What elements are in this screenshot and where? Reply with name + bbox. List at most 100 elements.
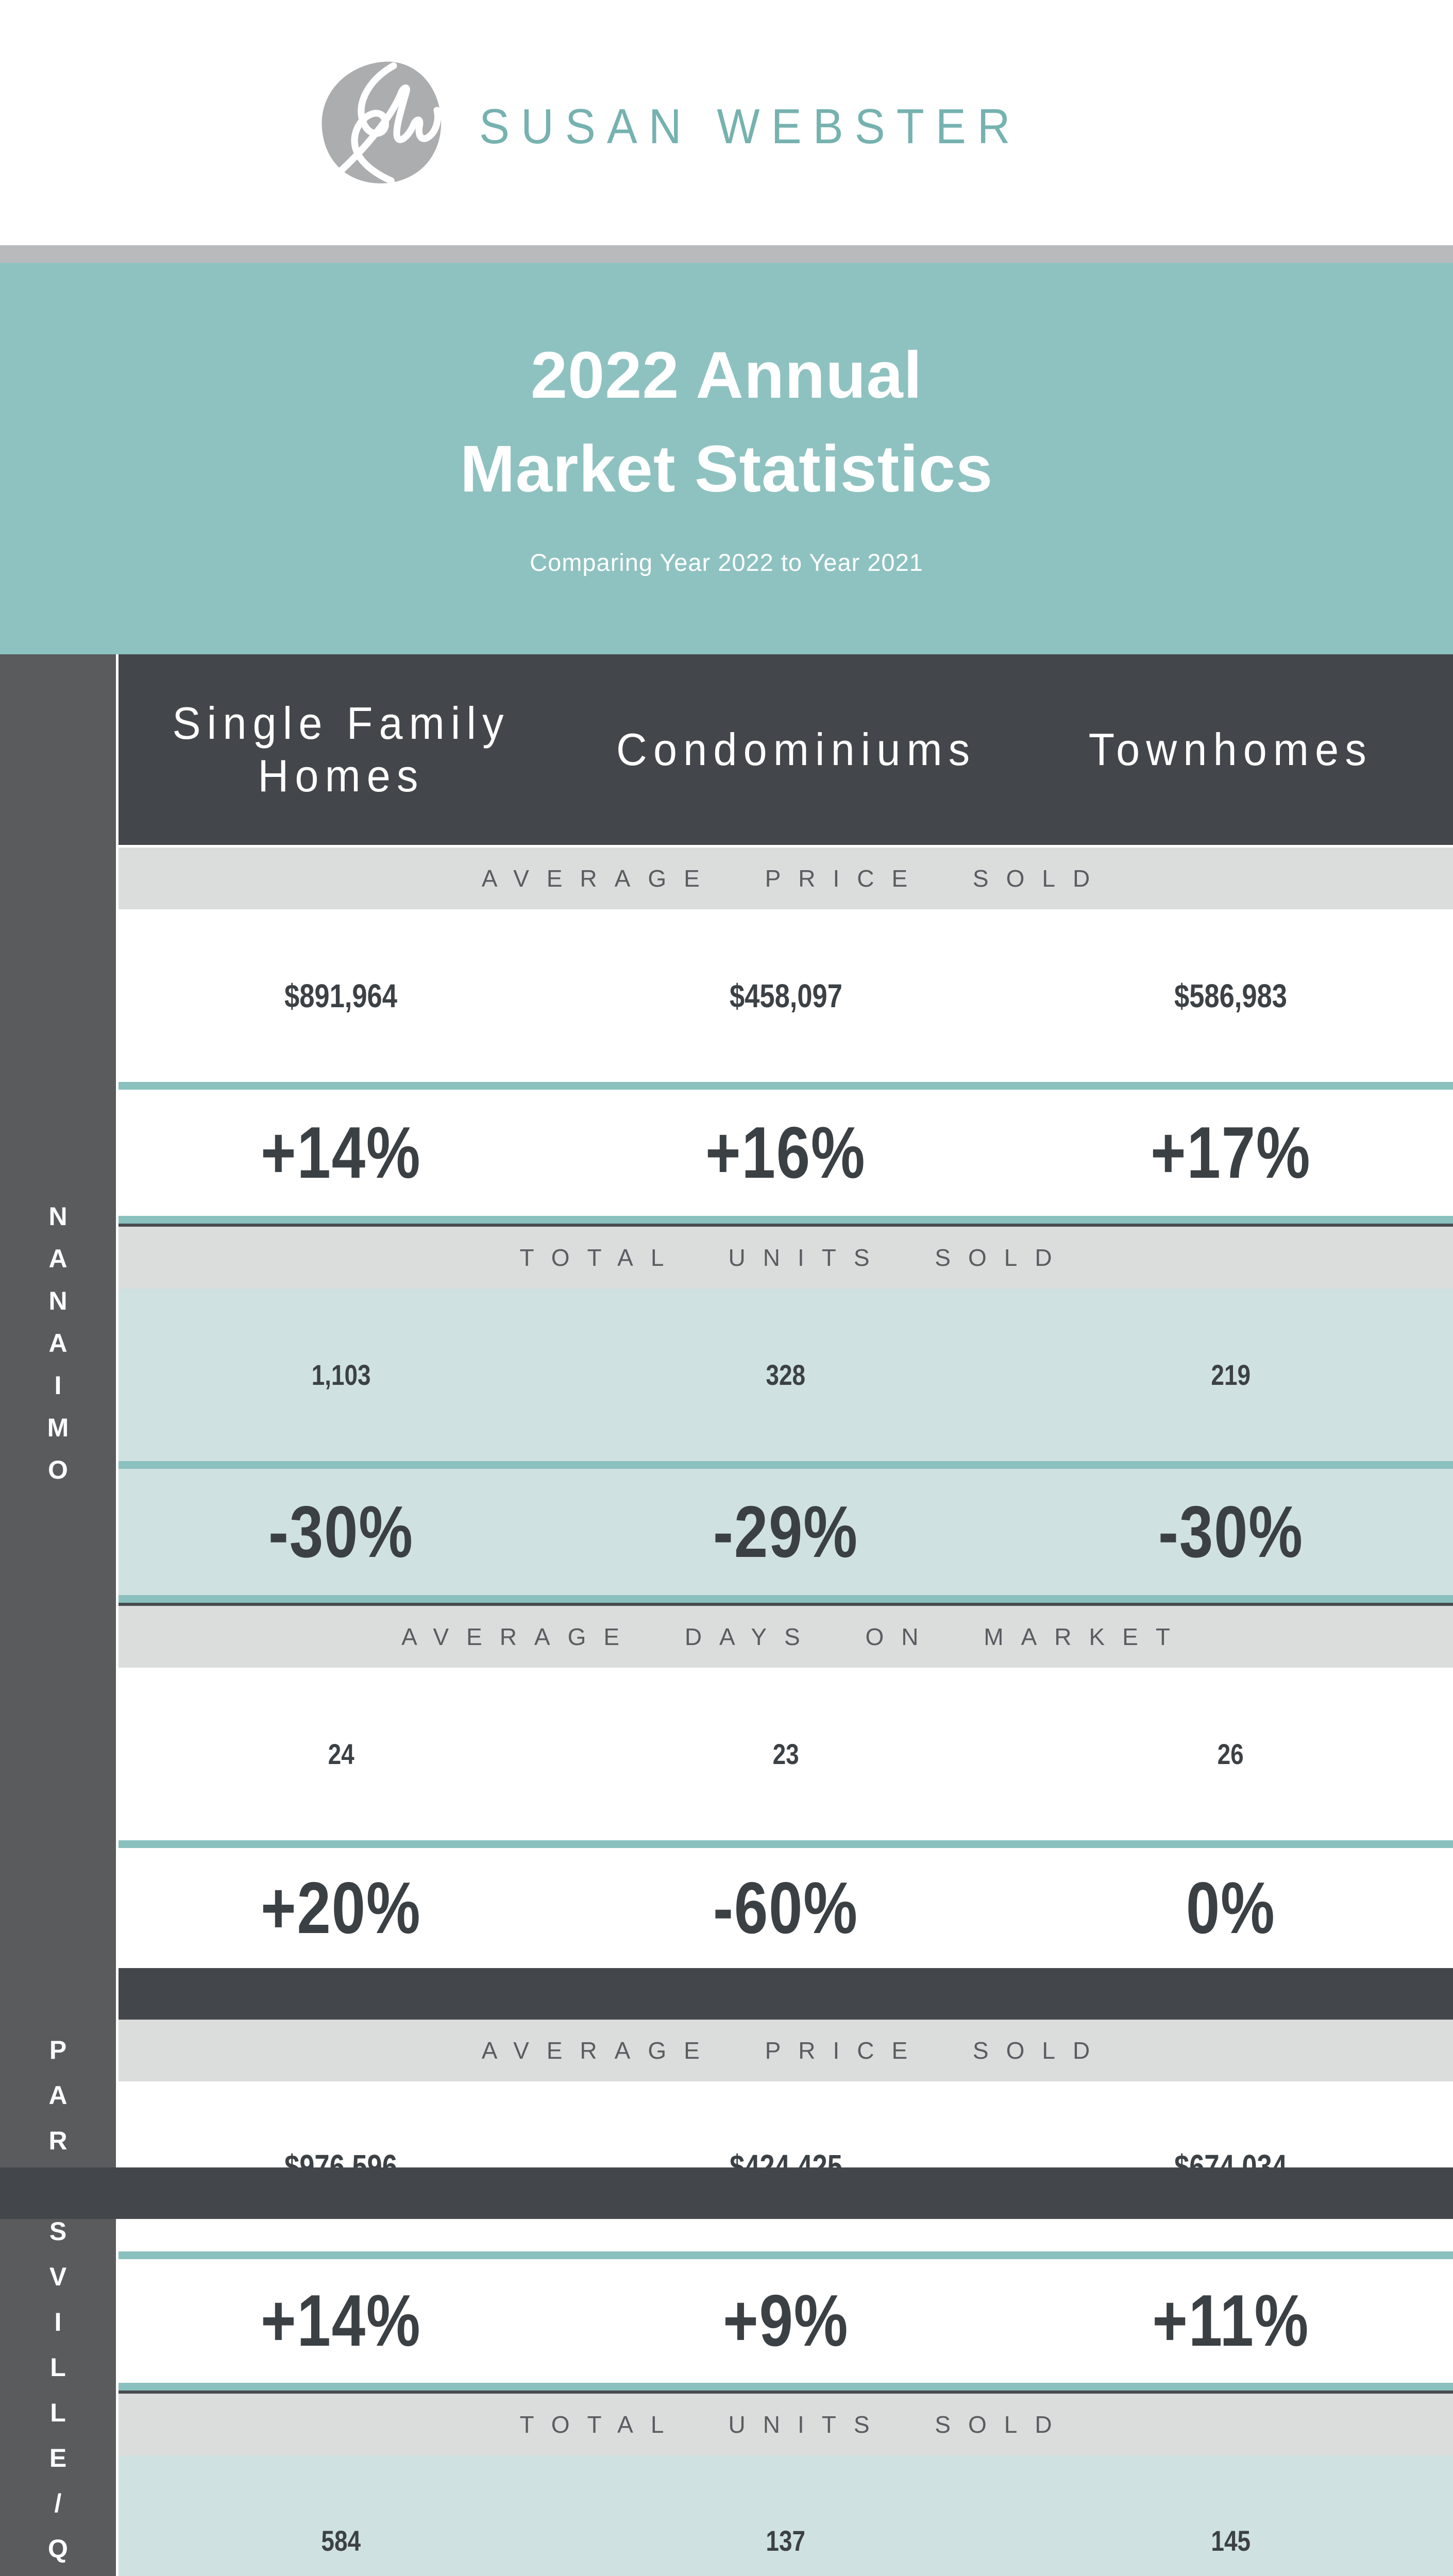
- region-letter: P: [49, 2036, 67, 2064]
- column-header-label: Townhomes: [1088, 723, 1373, 775]
- region-separator-spacer: [119, 1968, 1453, 2020]
- value-cell: 137: [563, 2524, 1008, 2557]
- region-letter: A: [48, 1329, 67, 1358]
- change-cell: +20%: [119, 1866, 563, 1951]
- value-townhomes: $586,983: [1174, 977, 1287, 1014]
- value-row: $891,964 $458,097 $586,983: [119, 909, 1453, 1082]
- column-header-townhomes: Townhomes: [1008, 723, 1453, 776]
- teal-divider: [119, 1840, 1453, 1848]
- teal-divider: [119, 2383, 1453, 2391]
- value-cell: $586,983: [1008, 977, 1453, 1015]
- metric-banner-average-price-sold: AVERAGE PRICE SOLD: [119, 848, 1453, 909]
- value-row: 24 23 26: [119, 1668, 1453, 1840]
- value-cell: 145: [1008, 2524, 1453, 2557]
- metric-banner-average-price-sold: AVERAGE PRICE SOLD: [119, 2020, 1453, 2081]
- change-cell: -30%: [1008, 1490, 1453, 1574]
- brand-header: SUSAN WEBSTER: [0, 0, 1453, 245]
- change-cell: +14%: [119, 1111, 563, 1195]
- column-header-label: Condominiums: [616, 723, 976, 775]
- change-townhomes: 0%: [1186, 1867, 1276, 1949]
- metric-banner-average-days-on-market: AVERAGE DAYS ON MARKET: [119, 1603, 1453, 1668]
- value-row: 584 137 145: [119, 2455, 1453, 2576]
- change-cell: +11%: [1008, 2279, 1453, 2363]
- change-single-family: +14%: [260, 1111, 421, 1194]
- value-townhomes: 145: [1211, 2524, 1251, 2557]
- change-condominiums: +9%: [722, 2280, 849, 2362]
- change-cell: +16%: [563, 1111, 1008, 1195]
- value-cell: 219: [1008, 1358, 1453, 1392]
- region-letter: N: [48, 1202, 67, 1231]
- region-letter: M: [47, 1413, 69, 1442]
- change-single-family: +20%: [260, 1867, 421, 1949]
- value-cell: $891,964: [119, 977, 563, 1015]
- change-cell: 0%: [1008, 1866, 1453, 1951]
- value-condominiums: 328: [766, 1359, 806, 1391]
- region-letter: A: [48, 2081, 67, 2110]
- column-header-label: Single Family Homes: [172, 697, 510, 801]
- region-letter: S: [49, 2217, 67, 2246]
- metric-banner-label: AVERAGE PRICE SOLD: [481, 2037, 1108, 2064]
- metric-banner-label: AVERAGE DAYS ON MARKET: [401, 1623, 1188, 1650]
- susan-webster-logo-icon: [322, 61, 442, 184]
- change-row: -30% -29% -30%: [119, 1469, 1453, 1595]
- change-condominiums: -29%: [713, 1490, 858, 1573]
- change-cell: +9%: [563, 2279, 1008, 2363]
- value-cell: 23: [563, 1737, 1008, 1771]
- column-header-row: Single Family Homes Condominiums Townhom…: [119, 654, 1453, 848]
- value-single-family: 24: [328, 1738, 354, 1770]
- value-single-family: $891,964: [284, 977, 398, 1014]
- change-condominiums: +16%: [705, 1111, 866, 1194]
- value-single-family: 584: [321, 2524, 361, 2557]
- value-condominiums: 137: [766, 2524, 806, 2557]
- teal-divider: [119, 1595, 1453, 1603]
- change-cell: -29%: [563, 1490, 1008, 1574]
- region-letter: L: [50, 2398, 66, 2427]
- metric-banner-total-units-sold: TOTAL UNITS SOLD: [119, 2391, 1453, 2455]
- hero-banner: 2022 Annual Market Statistics Comparing …: [0, 263, 1453, 654]
- value-condominiums: 23: [772, 1738, 799, 1770]
- value-townhomes: 219: [1211, 1359, 1251, 1391]
- column-header-condominiums: Condominiums: [563, 723, 1008, 776]
- teal-divider: [119, 1216, 1453, 1224]
- region-letter: V: [49, 2262, 67, 2291]
- page-subtitle: Comparing Year 2022 to Year 2021: [530, 548, 923, 576]
- region-letter: U: [0, 2571, 116, 2576]
- header-divider-bar: [0, 245, 1453, 263]
- column-header-single-family: Single Family Homes: [119, 697, 563, 802]
- teal-divider: [119, 1461, 1453, 1469]
- value-townhomes: 26: [1217, 1738, 1244, 1770]
- region-letter: L: [50, 2353, 66, 2382]
- brand-name: SUSAN WEBSTER: [479, 99, 1022, 154]
- change-cell: +17%: [1008, 1111, 1453, 1195]
- metric-banner-label: AVERAGE PRICE SOLD: [481, 865, 1108, 892]
- change-townhomes: +11%: [1152, 2280, 1309, 2362]
- table-content: Single Family Homes Condominiums Townhom…: [119, 654, 1453, 2576]
- region-sidebar: [0, 654, 116, 2576]
- change-row: +20% -60% 0%: [119, 1848, 1453, 1968]
- region-letter: A: [48, 1244, 67, 1273]
- value-condominiums: $458,097: [729, 977, 842, 1014]
- change-row: +14% +16% +17%: [119, 1090, 1453, 1216]
- change-single-family: +14%: [260, 2280, 421, 2362]
- page-title-line2: Market Statistics: [460, 432, 993, 506]
- region-letter: E: [49, 2444, 67, 2472]
- value-cell: 584: [119, 2524, 563, 2557]
- region-letter: R: [48, 2126, 67, 2155]
- value-cell: 328: [563, 1358, 1008, 1392]
- metric-banner-total-units-sold: TOTAL UNITS SOLD: [119, 1224, 1453, 1289]
- region-label-parksville-qualicum-beach: PARKSVILLE/QUALICUMBEACH: [0, 2027, 116, 2576]
- metric-banner-label: TOTAL UNITS SOLD: [519, 1244, 1070, 1271]
- value-cell: 26: [1008, 1737, 1453, 1771]
- metric-banner-label: TOTAL UNITS SOLD: [519, 2411, 1070, 2438]
- region-letter: O: [48, 1455, 68, 1484]
- value-row: 1,103 328 219: [119, 1289, 1453, 1461]
- value-cell: 24: [119, 1737, 563, 1771]
- change-cell: -30%: [119, 1490, 563, 1574]
- change-condominiums: -60%: [713, 1867, 858, 1949]
- change-cell: -60%: [563, 1866, 1008, 1951]
- page-title-line1: 2022 Annual: [530, 338, 923, 412]
- change-single-family: -30%: [268, 1490, 414, 1573]
